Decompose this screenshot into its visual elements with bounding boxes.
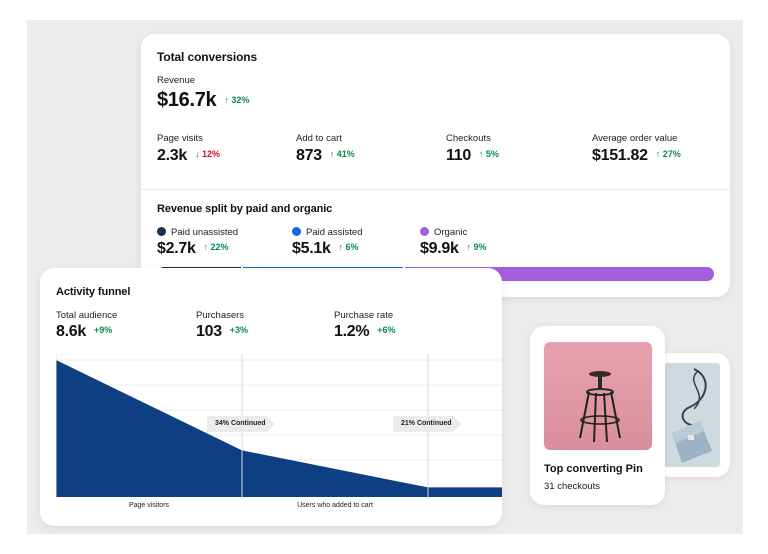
metric-value-row: $151.82 ↑ 27% (592, 147, 681, 165)
split-label: Organic (434, 227, 468, 238)
metric-label: Average order value (592, 133, 678, 144)
axis-label: Page visitors (128, 502, 170, 509)
metric-value-row: 1.2% +6% (334, 323, 396, 341)
split-value-row: $2.7k ↑ 22% (157, 240, 229, 258)
metric-value: 110 (446, 147, 471, 164)
metric-label: Total audience (56, 310, 118, 321)
metric-label: Purchase rate (334, 310, 394, 321)
split-title: Revenue split by paid and organic (157, 203, 333, 215)
metric-value: 873 (296, 147, 322, 164)
pin-subtitle: 31 checkouts (544, 481, 600, 492)
metric-delta: ↑ 27% (655, 149, 681, 159)
funnel-area (56, 360, 502, 497)
revenue-label: Revenue (157, 75, 196, 86)
metric-label: Add to cart (296, 133, 342, 144)
metric-value-row: 873 ↑ 41% (296, 147, 355, 165)
split-delta: ↑ 6% (338, 242, 359, 252)
metric-label: Page visits (157, 133, 203, 144)
funnel-title: Activity funnel (56, 286, 131, 298)
split-label: Paid unassisted (171, 227, 239, 238)
top-converting-pin-card[interactable]: Top converting Pin 31 checkouts (530, 326, 665, 505)
revenue-value: $16.7k (157, 89, 217, 111)
divider (141, 189, 730, 190)
pin-title: Top converting Pin (544, 463, 643, 475)
metric-value-row: 110 ↑ 5% (446, 147, 499, 165)
metric-delta: +3% (229, 325, 249, 335)
metric-value-row: 8.6k +9% (56, 323, 112, 341)
split-value: $9.9k (420, 240, 459, 257)
secondary-pin-card[interactable] (656, 353, 730, 477)
axis-label: Users who added to cart (297, 502, 373, 509)
metric-value: $151.82 (592, 147, 648, 164)
split-value-row: $9.9k ↑ 9% (420, 240, 487, 258)
split-legend: Paid assisted (292, 227, 363, 238)
continued-tag: 21% Continued (393, 416, 461, 432)
split-delta: ↑ 22% (203, 242, 229, 252)
split-value-row: $5.1k ↑ 6% (292, 240, 359, 258)
metric-delta: +6% (377, 325, 396, 335)
continued-tag-label: 34% Continued (215, 420, 266, 427)
split-legend: Paid unassisted (157, 227, 238, 238)
continued-tag: 34% Continued (207, 416, 275, 432)
split-legend: Organic (420, 227, 467, 238)
card-title: Total conversions (157, 50, 258, 64)
stool-photo-icon (544, 342, 652, 450)
metric-label: Checkouts (446, 133, 491, 144)
metric-delta: ↑ 5% (478, 149, 499, 159)
metric-value-row: 2.3k ↓ 12% (157, 147, 220, 165)
metric-value: 1.2% (334, 323, 370, 340)
metric-value-row: 103 +3% (196, 323, 248, 341)
metric-value: 8.6k (56, 323, 86, 340)
metric-value: 2.3k (157, 147, 187, 164)
revenue-delta: ↑ 32% (224, 95, 250, 105)
revenue-value-row: $16.7k ↑ 32% (157, 89, 249, 112)
metric-delta: +9% (93, 325, 113, 335)
metric-value: 103 (196, 323, 222, 340)
metric-delta: ↑ 41% (329, 149, 355, 159)
continued-tag-label: 21% Continued (401, 420, 452, 427)
split-value: $2.7k (157, 240, 196, 257)
metric-label: Purchasers (196, 310, 245, 321)
split-label: Paid assisted (306, 227, 363, 238)
metric-delta: ↓ 12% (194, 149, 220, 159)
organic-dot (420, 227, 429, 236)
split-value: $5.1k (292, 240, 331, 257)
paid-assisted-dot (292, 227, 301, 236)
total-conversions-card: Total conversions Revenue $16.7k ↑ 32% Pa… (141, 34, 730, 297)
handbag-photo-icon (664, 363, 720, 467)
activity-funnel-card: Activity funnel Total audience 8.6k +9% P… (40, 268, 502, 526)
split-delta: ↑ 9% (466, 242, 487, 252)
paid-unassisted-dot (157, 227, 166, 236)
